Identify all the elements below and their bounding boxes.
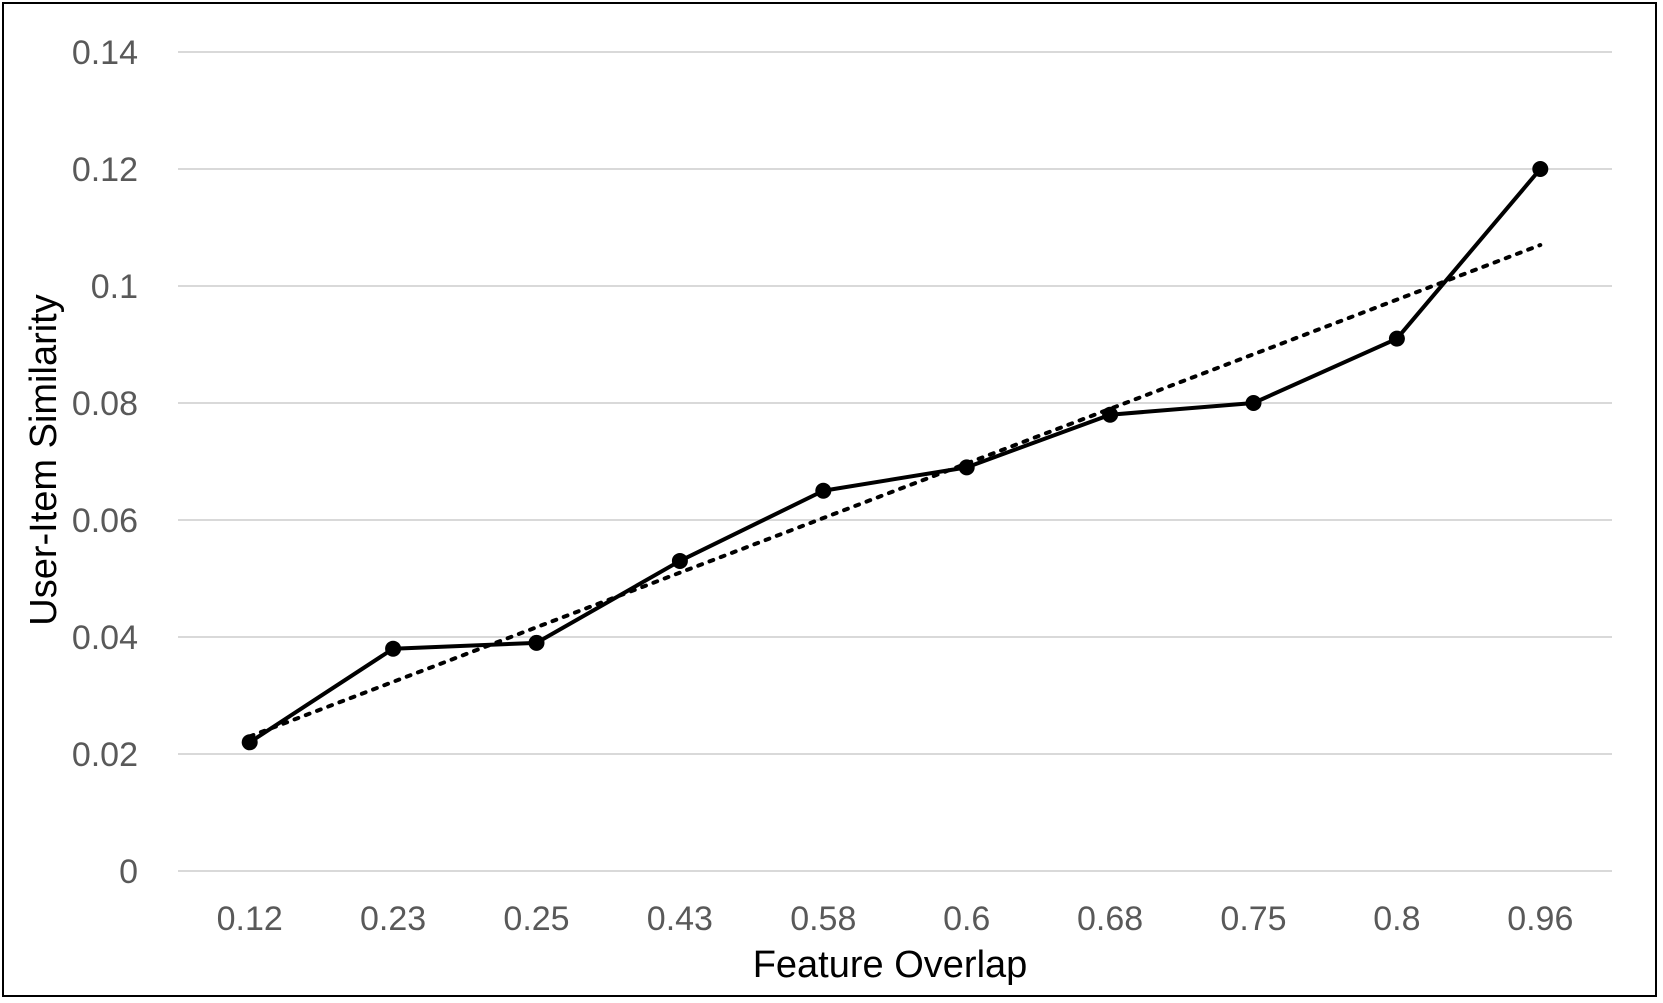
x-tick-label: 0.12 — [217, 900, 283, 938]
gridlines — [178, 51, 1612, 872]
y-axis-title: User-Item Similarity — [23, 294, 65, 625]
x-axis-title: Feature Overlap — [753, 944, 1028, 986]
data-point — [958, 459, 975, 476]
y-tick-label: 0.02 — [72, 736, 138, 774]
x-tick-label: 0.58 — [790, 900, 856, 938]
data-markers — [241, 161, 1549, 751]
y-tick-label: 0.1 — [91, 268, 138, 306]
data-point — [1532, 161, 1549, 177]
y-tick-label: 0.08 — [72, 385, 138, 423]
data-point — [385, 640, 402, 657]
data-point — [815, 482, 832, 499]
x-axis-tick-labels: 0.12 0.23 0.25 0.43 0.58 0.6 0.68 0.75 0.8 0.96 — [217, 900, 1574, 938]
y-tick-label: 0.06 — [72, 502, 138, 540]
x-tick-label: 0.8 — [1373, 900, 1420, 938]
y-axis-tick-labels: 0 0.02 0.04 0.06 0.08 0.1 0.12 0.14 — [72, 34, 138, 891]
y-tick-label: 0.14 — [72, 34, 138, 72]
y-tick-label: 0.04 — [72, 619, 138, 657]
x-tick-label: 0.75 — [1220, 900, 1286, 938]
data-point — [1245, 395, 1262, 411]
trendline — [247, 243, 1543, 739]
y-tick-label: 0 — [119, 853, 138, 891]
data-point — [1388, 330, 1405, 347]
x-tick-label: 0.43 — [647, 900, 713, 938]
data-point — [528, 634, 545, 651]
x-tick-label: 0.96 — [1507, 900, 1573, 938]
series-line — [248, 167, 1542, 744]
data-point — [241, 734, 258, 751]
x-tick-label: 0.68 — [1077, 900, 1143, 938]
data-series — [248, 167, 1542, 744]
data-point — [1102, 406, 1119, 423]
x-tick-label: 0.6 — [943, 900, 990, 938]
x-tick-label: 0.23 — [360, 900, 426, 938]
linear-trendline — [247, 243, 1543, 739]
data-point — [671, 552, 688, 569]
y-tick-label: 0.12 — [72, 151, 138, 189]
x-tick-label: 0.25 — [503, 900, 569, 938]
